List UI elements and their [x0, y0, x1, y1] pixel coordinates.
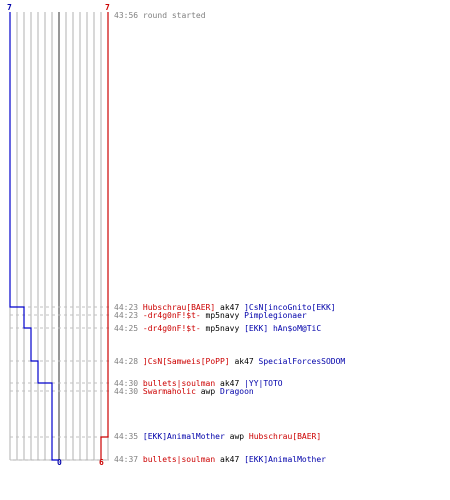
blue-end-count: 0: [57, 458, 62, 467]
event-time: 44:30: [114, 387, 139, 396]
event-row-2: 44:23 -dr4g0nF!$t- mp5navy Pimplegionaer: [114, 311, 307, 321]
event-time: 44:37: [114, 455, 139, 464]
killer-name: Hubschrau[BAER]: [142, 303, 216, 312]
victim-name: Dragoon: [220, 387, 254, 396]
event-time: 44:35: [114, 432, 139, 441]
event-row-4: 44:28 ]CsN[Samweis[PoPP] ak47 SpecialFor…: [114, 357, 345, 367]
event-time: 43:56: [114, 11, 139, 20]
weapon-name: ak47: [234, 357, 254, 366]
killer-name: -dr4g0nF!$t-: [142, 324, 201, 333]
weapon-name: awp: [200, 387, 216, 396]
victim-name: [EKK] hAn$oM@TiC: [244, 324, 322, 333]
weapon-name: ak47: [220, 455, 240, 464]
event-row-8: 44:37 bullets|soulman ak47 [EKK]AnimalMo…: [114, 455, 326, 465]
killer-name: bullets|soulman: [142, 379, 216, 388]
weapon-name: mp5navy: [205, 324, 240, 333]
blue-team-alive-line: [9, 12, 59, 461]
event-time: 44:28: [114, 357, 139, 366]
event-time: 44:23: [114, 303, 139, 312]
red-team-alive-line: [100, 12, 109, 460]
event-row-0: 43:56 round started: [114, 11, 206, 21]
victim-name: Pimplegionaer: [244, 311, 307, 320]
killer-name: ]CsN[Samweis[PoPP]: [142, 357, 230, 366]
weapon-name: mp5navy: [205, 311, 240, 320]
event-row-6: 44:30 Swarmaholic awp Dragoon: [114, 387, 254, 397]
killer-name: Swarmaholic: [142, 387, 196, 396]
event-row-5: 44:30 bullets|soulman ak47 |YY|TOTO: [114, 379, 283, 389]
red-start-count: 7: [105, 3, 110, 12]
victim-name: ]CsN[incoGnito[EKK]: [244, 303, 336, 312]
weapon-name: ak47: [220, 303, 240, 312]
weapon-name: ak47: [220, 379, 240, 388]
event-row-3: 44:25 -dr4g0nF!$t- mp5navy [EKK] hAn$oM@…: [114, 324, 321, 334]
killer-name: [EKK]AnimalMother: [142, 432, 225, 441]
blue-start-count: 7: [7, 3, 12, 12]
event-text: round started: [142, 11, 206, 20]
victim-name: [EKK]AnimalMother: [244, 455, 326, 464]
event-row-1: 44:23 Hubschrau[BAER] ak47 ]CsN[incoGnit…: [114, 303, 336, 313]
victim-name: SpecialForcesSODOM: [258, 357, 346, 366]
red-end-count: 6: [99, 458, 104, 467]
victim-name: |YY|TOTO: [244, 379, 283, 388]
weapon-name: awp: [229, 432, 245, 441]
event-time: 44:30: [114, 379, 139, 388]
killer-name: bullets|soulman: [142, 455, 216, 464]
event-time: 44:25: [114, 324, 139, 333]
victim-name: Hubschrau[BAER]: [248, 432, 322, 441]
event-time: 44:23: [114, 311, 139, 320]
event-row-7: 44:35 [EKK]AnimalMother awp Hubschrau[BA…: [114, 432, 321, 442]
killer-name: -dr4g0nF!$t-: [142, 311, 201, 320]
